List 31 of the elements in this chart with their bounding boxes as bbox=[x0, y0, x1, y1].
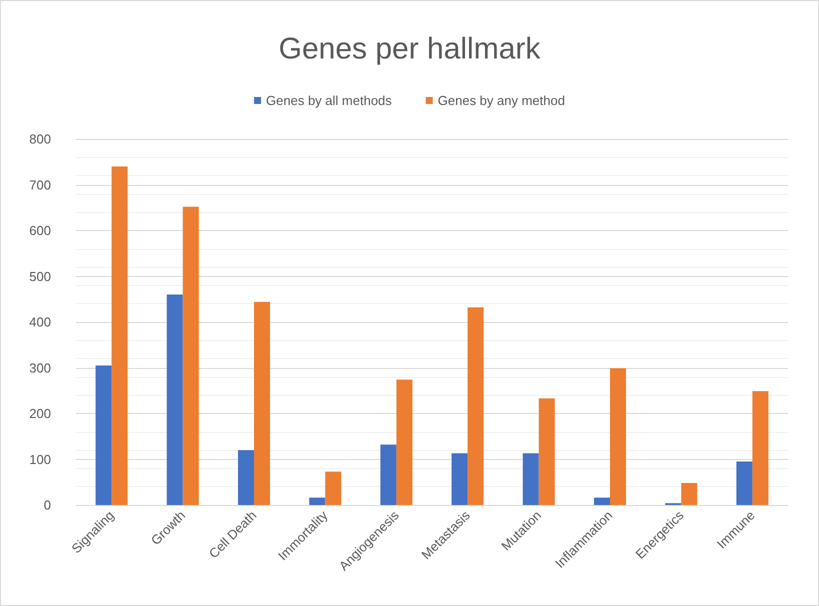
bar bbox=[254, 302, 270, 505]
bar bbox=[380, 444, 396, 505]
bar bbox=[736, 462, 752, 505]
bar bbox=[752, 391, 768, 505]
y-tick-label: 700 bbox=[29, 177, 51, 192]
y-tick-label: 800 bbox=[29, 132, 51, 146]
y-tick-label: 100 bbox=[29, 452, 51, 467]
legend-label: Genes by all methods bbox=[266, 93, 392, 108]
y-tick-label: 600 bbox=[29, 223, 51, 238]
y-tick-label: 300 bbox=[29, 360, 51, 376]
bar bbox=[96, 365, 112, 505]
chart-title: Genes per hallmark bbox=[278, 32, 542, 66]
bar bbox=[309, 498, 326, 505]
y-tick-label: 500 bbox=[29, 268, 51, 284]
legend-label: Genes by any method bbox=[438, 93, 565, 108]
bar bbox=[112, 166, 128, 505]
bar bbox=[468, 307, 484, 505]
y-tick-label: 200 bbox=[29, 406, 51, 421]
bar bbox=[681, 483, 698, 505]
y-tick-label: 0 bbox=[44, 498, 51, 512]
bar bbox=[182, 206, 199, 505]
bar bbox=[396, 380, 412, 505]
bar bbox=[610, 368, 626, 505]
bar bbox=[452, 453, 468, 505]
bar bbox=[166, 294, 183, 505]
y-tick-label: 400 bbox=[29, 314, 51, 330]
bar bbox=[538, 398, 555, 505]
bar bbox=[594, 498, 610, 505]
bar bbox=[522, 453, 539, 505]
bar bbox=[325, 472, 342, 505]
bar bbox=[238, 450, 254, 505]
